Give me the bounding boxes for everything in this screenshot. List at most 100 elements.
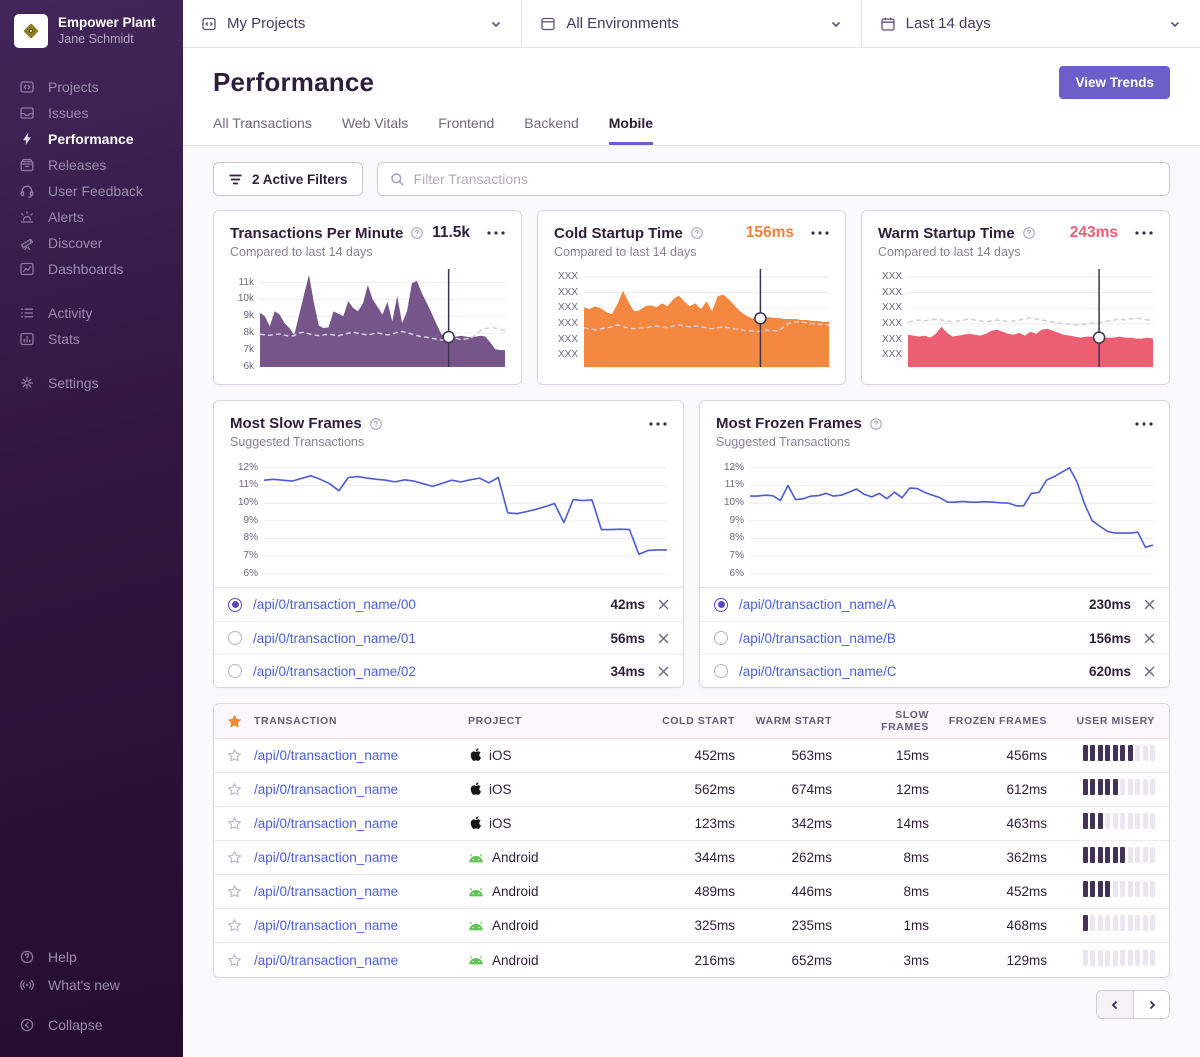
sidebar: Empower Plant Jane Schmidt Projects Issue… [0,0,183,1057]
next-page-button[interactable] [1133,991,1169,1018]
dismiss-transaction-button[interactable] [658,599,669,610]
question-info-icon[interactable] [869,417,883,431]
tab-mobile[interactable]: Mobile [609,115,653,145]
transaction-radio[interactable] [714,664,728,678]
transaction-link[interactable]: /api/0/transaction_name [254,748,468,763]
tab-web-vitals[interactable]: Web Vitals [342,115,408,145]
transaction-link[interactable]: /api/0/transaction_name/A [739,597,896,612]
sidebar-item-help[interactable]: Help [0,943,183,971]
sidebar-item-label: Issues [48,105,88,121]
sidebar-item-projects[interactable]: Projects [0,74,183,100]
sidebar-item-performance[interactable]: Performance [0,126,183,152]
question-info-icon[interactable] [410,226,424,240]
sidebar-item-issues[interactable]: Issues [0,100,183,126]
transaction-radio[interactable] [714,631,728,645]
widget-menu-button[interactable] [487,231,505,235]
view-trends-button[interactable]: View Trends [1059,66,1170,99]
date-range-selector-label: Last 14 days [906,15,991,32]
sidebar-item-dashboards[interactable]: Dashboards [0,256,183,282]
transaction-value: 230ms [1089,597,1131,612]
transaction-link[interactable]: /api/0/transaction_name [254,816,468,831]
col-slow-frames[interactable]: SLOW FRAMES [850,709,947,733]
search-input[interactable] [414,171,1157,187]
sidebar-item-what-s-new[interactable]: What's new [0,971,183,999]
sidebar-item-releases[interactable]: Releases [0,152,183,178]
y-axis-tick: 8% [244,533,258,543]
transaction-link[interactable]: /api/0/transaction_name/01 [253,631,416,646]
sidebar-item-activity[interactable]: Activity [0,300,183,326]
col-cold-start[interactable]: COLD START [653,715,753,727]
transaction-link[interactable]: /api/0/transaction_name/00 [253,597,416,612]
project-cell: Android [468,850,653,865]
remove-icon [658,666,669,677]
cold-start-value: 216ms [653,953,753,968]
favorite-star-button[interactable] [214,748,254,763]
transaction-link[interactable]: /api/0/transaction_name [254,884,468,899]
chart-plot [264,459,667,579]
question-info-icon[interactable] [690,226,704,240]
widget-menu-button[interactable] [649,422,667,426]
topbar: My Projects All Environments Last 14 day… [183,0,1200,48]
tab-frontend[interactable]: Frontend [438,115,494,145]
favorite-star-button[interactable] [214,850,254,865]
widget-title: Most Slow Frames [230,415,362,432]
widget-menu-button[interactable] [811,231,829,235]
project-selector[interactable]: My Projects [183,0,521,47]
environment-selector[interactable]: All Environments [521,0,860,47]
favorite-star-button[interactable] [214,884,254,899]
transaction-search[interactable] [377,162,1170,196]
col-user-misery[interactable]: USER MISERY [1065,715,1169,727]
question-info-icon[interactable] [369,417,383,431]
favorite-star-button[interactable] [214,953,254,968]
transaction-value: 620ms [1089,664,1131,679]
tab-all-transactions[interactable]: All Transactions [213,115,312,145]
transaction-link[interactable]: /api/0/transaction_name/02 [253,664,416,679]
active-filters-button[interactable]: 2 Active Filters [213,162,363,196]
transaction-radio[interactable] [714,598,728,612]
transaction-link[interactable]: /api/0/transaction_name/B [739,631,896,646]
transaction-radio[interactable] [228,664,242,678]
date-range-selector[interactable]: Last 14 days [861,0,1200,47]
sidebar-item-alerts[interactable]: Alerts [0,204,183,230]
transaction-link[interactable]: /api/0/transaction_name [254,782,468,797]
context-menu-icon [1135,422,1153,426]
dismiss-transaction-button[interactable] [1144,599,1155,610]
transaction-link[interactable]: /api/0/transaction_name [254,953,468,968]
previous-page-button[interactable] [1097,991,1133,1018]
dismiss-transaction-button[interactable] [658,633,669,644]
org-switcher[interactable]: Empower Plant Jane Schmidt [0,14,183,48]
transaction-link[interactable]: /api/0/transaction_name [254,850,468,865]
transaction-radio[interactable] [228,598,242,612]
widget-cold: Cold Startup Time 156ms Compared to last… [537,210,846,385]
col-project[interactable]: PROJECT [468,715,653,727]
android-icon [468,853,484,863]
sidebar-item-user-feedback[interactable]: User Feedback [0,178,183,204]
transaction-value: 34ms [610,664,645,679]
pagination [1096,990,1170,1019]
remove-icon [1144,666,1155,677]
col-warm-start[interactable]: WARM START [753,715,850,727]
transaction-radio[interactable] [228,631,242,645]
favorite-star-button[interactable] [214,782,254,797]
y-axis: XXXXXXXXXXXXXXXXXX [554,269,584,367]
col-transaction[interactable]: TRANSACTION [254,715,468,727]
widget-menu-button[interactable] [1135,231,1153,235]
dismiss-transaction-button[interactable] [1144,666,1155,677]
sidebar-item-label: User Feedback [48,183,143,199]
col-frozen-frames[interactable]: FROZEN FRAMES [947,715,1065,727]
transaction-link[interactable]: /api/0/transaction_name/C [739,664,897,679]
favorite-star-button[interactable] [214,918,254,933]
sidebar-item-settings[interactable]: Settings [0,370,183,396]
dismiss-transaction-button[interactable] [1144,633,1155,644]
cold-start-value: 562ms [653,782,753,797]
tab-backend[interactable]: Backend [524,115,578,145]
widget-menu-button[interactable] [1135,422,1153,426]
sidebar-item-discover[interactable]: Discover [0,230,183,256]
transaction-link[interactable]: /api/0/transaction_name [254,918,468,933]
question-info-icon[interactable] [1022,226,1036,240]
dismiss-transaction-button[interactable] [658,666,669,677]
sidebar-item-collapse[interactable]: Collapse [0,1011,183,1039]
favorite-star-button[interactable] [214,816,254,831]
sidebar-item-stats[interactable]: Stats [0,326,183,352]
y-axis: 12%11%10%9%8%7%6% [716,459,750,579]
